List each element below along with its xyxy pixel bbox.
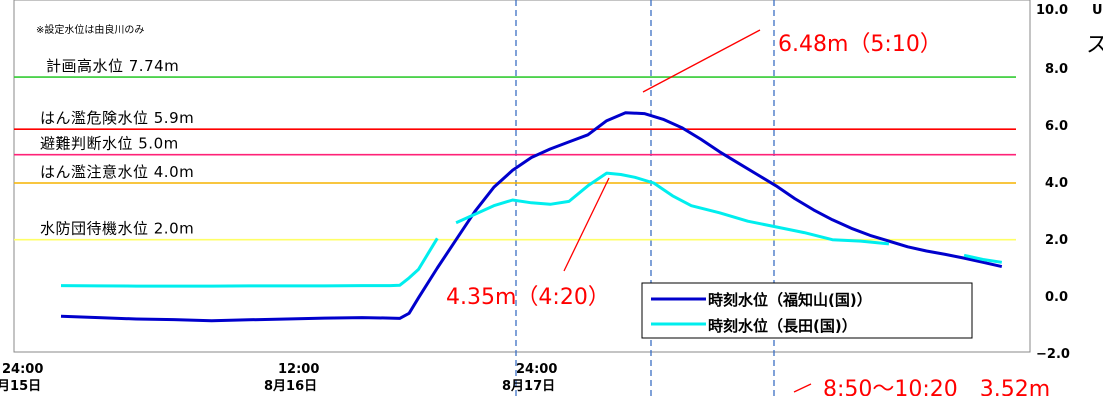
clipped-corner-text: ス: [1086, 33, 1103, 58]
y-axis: 10.0 8.0 6.0 4.0 2.0 0.0 −2.0: [1036, 3, 1070, 362]
series-line: [60, 111, 1003, 323]
clipped-corner-text: U: [1092, 3, 1103, 18]
series-line: [455, 171, 890, 246]
threshold-label: 避難判断水位 5.0m: [40, 135, 179, 153]
x-tick-time: 12:00: [278, 362, 319, 377]
peak-annotation-nagata: 4.35m（4:20）: [446, 285, 610, 310]
series-line: [60, 237, 439, 288]
annotation-leader-line: [793, 383, 812, 393]
peak-annotation-fukuchiyama: 6.48m（5:10）: [778, 32, 942, 57]
x-tick-time: 24:00: [2, 362, 43, 377]
y-tick-label: −2.0: [1036, 347, 1070, 362]
y-tick-label: 10.0: [1036, 3, 1068, 18]
legend-label-nagata: 時刻水位（長田(国)）: [708, 317, 857, 335]
y-tick-label: 2.0: [1045, 233, 1068, 248]
legend: 時刻水位（福知山(国)） 時刻水位（長田(国)）: [641, 282, 973, 339]
threshold-label: はん濫注意水位 4.0m: [40, 163, 194, 181]
threshold-label: 水防団待機水位 2.0m: [40, 220, 194, 238]
chart-note: ※設定水位は由良川のみ: [36, 23, 144, 36]
x-tick-date: 8月15日: [0, 379, 41, 394]
y-tick-label: 4.0: [1045, 176, 1068, 191]
threshold-label: はん濫危険水位 5.9m: [40, 109, 194, 127]
legend-label-fukuchiyama: 時刻水位（福知山(国)）: [708, 291, 872, 309]
legend-box: [641, 282, 973, 339]
x-tick-date: 8月17日: [502, 379, 555, 394]
duration-annotation: 8:50〜10:20 3.52m: [823, 377, 1050, 396]
x-tick-time: 24:00: [516, 362, 557, 377]
y-tick-label: 6.0: [1045, 119, 1068, 134]
threshold-label: 計画高水位 7.74m: [46, 57, 179, 75]
x-axis: 24:00 8月15日 12:00 8月16日 24:00 8月17日: [0, 362, 557, 394]
plot-frame: [13, 0, 1031, 353]
x-tick-date: 8月16日: [264, 379, 317, 394]
y-tick-label: 0.0: [1045, 290, 1068, 305]
annotation-leader-line: [563, 177, 610, 272]
annotation-leader-line: [642, 29, 761, 93]
series-line: [963, 253, 1003, 264]
y-tick-label: 8.0: [1045, 62, 1068, 77]
